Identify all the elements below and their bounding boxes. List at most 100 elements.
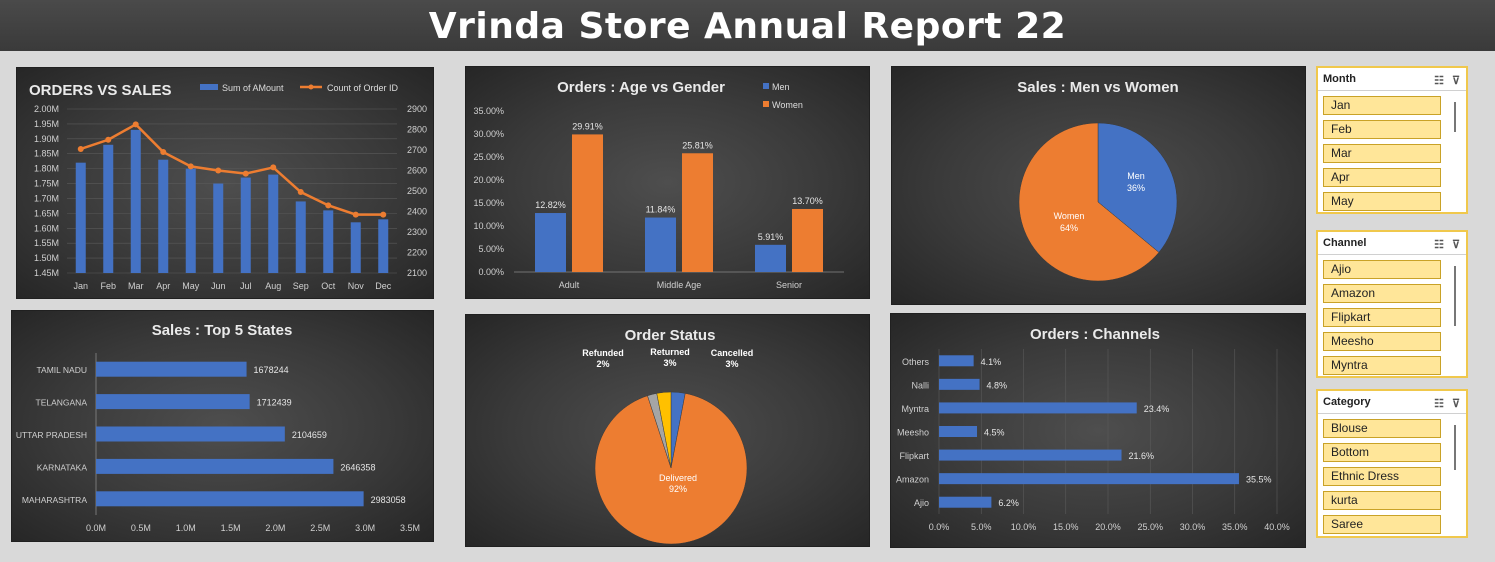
data-label: 13.70% — [792, 196, 823, 206]
x-tick-label: 0.0% — [929, 522, 950, 532]
slicer-item[interactable]: kurta — [1323, 491, 1441, 510]
y-tick-label: 10.00% — [473, 221, 504, 231]
data-label: 1678244 — [254, 365, 289, 375]
orders-vs-sales-panel: ORDERS VS SALES Sum of AMount Count of Ord… — [16, 67, 434, 299]
channel-slicer[interactable]: Channel ☷ ⊽ Ajio Amazon Flipkart Meesho M… — [1316, 230, 1468, 378]
multi-select-icon[interactable]: ☷ — [1434, 239, 1444, 251]
x-tick-label: 15.0% — [1053, 522, 1079, 532]
line-point — [77, 145, 84, 152]
y2-tick-label: 2600 — [407, 166, 427, 176]
x-tick-label: Nov — [348, 281, 365, 291]
data-label: 4.5% — [984, 428, 1005, 438]
y-tick-label: 1.90M — [34, 134, 59, 144]
bar — [378, 219, 389, 273]
y2-tick-label: 2200 — [407, 248, 427, 258]
order-status-panel: Order Status Refunded 2% Returned 3% Cancelle… — [465, 314, 870, 547]
y-tick-label: 1.45M — [34, 268, 59, 278]
y-tick-label: 1.55M — [34, 238, 59, 248]
clear-filter-icon[interactable]: ⊽ — [1451, 398, 1460, 410]
y-tick-label: 2.00M — [34, 104, 59, 114]
y-tick-label: Myntra — [901, 404, 929, 414]
line-point — [187, 163, 194, 170]
x-tick-label: 30.0% — [1180, 522, 1206, 532]
y2-tick-label: 2500 — [407, 186, 427, 196]
bar — [96, 361, 247, 377]
chart-title: Sales : Top 5 States — [152, 322, 293, 339]
data-label: 25.81% — [682, 140, 713, 150]
line-point — [270, 164, 277, 171]
slicer-item[interactable]: Ethnic Dress — [1323, 467, 1441, 486]
slicer-item[interactable]: Ajio — [1323, 260, 1441, 279]
y-tick-label: 30.00% — [473, 129, 504, 139]
pie-slice — [656, 391, 672, 469]
y-tick-label: Amazon — [896, 475, 929, 485]
slice-label: Returned — [650, 347, 690, 357]
data-label: 21.6% — [1129, 451, 1155, 461]
slicer-title: Month — [1323, 73, 1356, 85]
y2-tick-label: 2100 — [407, 268, 427, 278]
data-label: 35.5% — [1246, 475, 1272, 485]
y-tick-label: 1.80M — [34, 164, 59, 174]
x-tick-label: Sep — [293, 281, 309, 291]
month-slicer[interactable]: Month ☷ ⊽ Jan Feb Mar Apr May — [1316, 66, 1468, 214]
bar — [295, 201, 306, 273]
bar — [103, 144, 114, 273]
slicer-item[interactable]: Mar — [1323, 144, 1441, 163]
x-tick-label: May — [182, 281, 200, 291]
x-tick-label: 20.0% — [1095, 522, 1121, 532]
x-tick-label: 1.5M — [221, 523, 241, 533]
slice-value: 3% — [663, 358, 676, 368]
channels-chart: Orders : Channels 0.0% 5.0% 10.0% 15.0% 20.0%… — [896, 326, 1290, 532]
y-tick-label: Ajio — [914, 498, 929, 508]
slicer-item[interactable]: May — [1323, 192, 1441, 211]
slicer-scrollbar[interactable] — [1454, 425, 1456, 470]
multi-select-icon[interactable]: ☷ — [1434, 398, 1444, 410]
men-vs-women-panel: Sales : Men vs Women Men 36% Women 64% — [891, 66, 1306, 305]
y-tick-label: 5.00% — [478, 244, 504, 254]
legend-label: Count of Order ID — [327, 83, 399, 93]
slicer-item[interactable]: Blouse — [1323, 419, 1441, 438]
clear-filter-icon[interactable]: ⊽ — [1451, 75, 1460, 87]
slicer-item[interactable]: Amazon — [1323, 284, 1441, 303]
slicer-title: Category — [1323, 396, 1371, 408]
slicer-scrollbar[interactable] — [1454, 266, 1456, 326]
slicer-item[interactable]: Flipkart — [1323, 308, 1441, 327]
x-tick-label: Dec — [375, 281, 392, 291]
x-tick-label: 3.0M — [355, 523, 375, 533]
y2-tick-label: 2900 — [407, 104, 427, 114]
slicer-scrollbar[interactable] — [1454, 102, 1456, 132]
slicer-item[interactable]: Bottom — [1323, 443, 1441, 462]
x-tick-label: Jan — [73, 281, 88, 291]
line-point — [242, 170, 249, 177]
report-header: Vrinda Store Annual Report 22 — [0, 0, 1495, 51]
slice-label: Refunded — [582, 348, 624, 358]
slicer-item[interactable]: Apr — [1323, 168, 1441, 187]
x-tick-label: 35.0% — [1222, 522, 1248, 532]
chart-title: Orders : Age vs Gender — [557, 79, 725, 96]
category-slicer[interactable]: Category ☷ ⊽ Blouse Bottom Ethnic Dress k… — [1316, 389, 1468, 538]
chart-title: ORDERS VS SALES — [29, 82, 172, 99]
bar — [939, 473, 1239, 485]
x-tick-label: Middle Age — [657, 280, 702, 290]
x-tick-label: Aug — [265, 281, 281, 291]
y-tick-label: 25.00% — [473, 152, 504, 162]
slicer-item[interactable]: Meesho — [1323, 332, 1441, 351]
bar — [572, 134, 603, 272]
y-tick-label: 15.00% — [473, 198, 504, 208]
slicer-item[interactable]: Jan — [1323, 96, 1441, 115]
data-label: 2104659 — [292, 430, 327, 440]
slice-value: 2% — [596, 359, 609, 369]
slicer-item[interactable]: Myntra — [1323, 356, 1441, 375]
bar — [939, 496, 992, 508]
slicer-item[interactable]: Feb — [1323, 120, 1441, 139]
clear-filter-icon[interactable]: ⊽ — [1451, 239, 1460, 251]
line-point — [297, 189, 304, 196]
multi-select-icon[interactable]: ☷ — [1434, 75, 1444, 87]
y-tick-label: 1.95M — [34, 119, 59, 129]
data-label: 2983058 — [371, 495, 406, 505]
bar — [939, 426, 978, 437]
y-tick-label: Meesho — [897, 428, 929, 438]
bar — [96, 491, 364, 507]
slicer-item[interactable]: Saree — [1323, 515, 1441, 534]
y-tick-label: 1.65M — [34, 208, 59, 218]
